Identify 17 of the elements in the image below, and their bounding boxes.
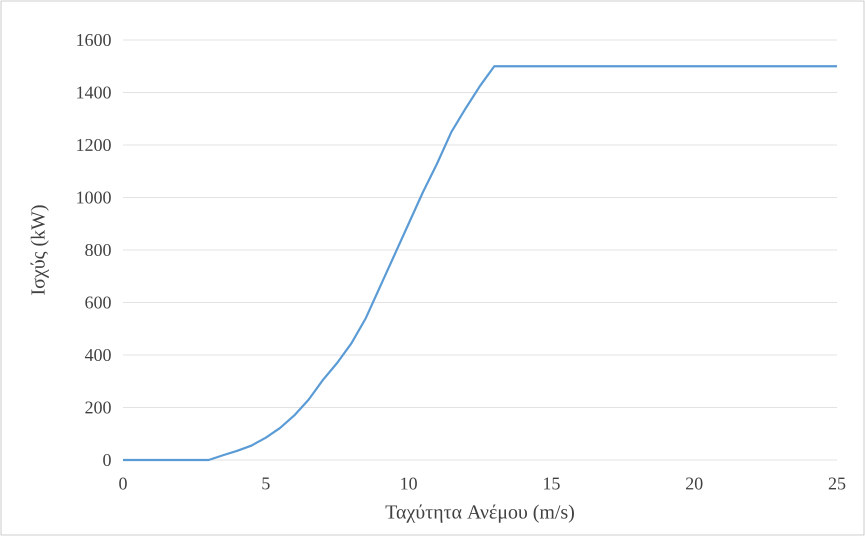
y-tick-label: 800	[85, 244, 111, 256]
x-axis-title: Ταχύτητα Ανέμου (m/s)	[386, 504, 574, 523]
y-tick-label: 200	[85, 401, 111, 414]
y-tick-label: 0	[103, 454, 111, 466]
x-tick-label: 15	[544, 478, 560, 490]
y-tick-label: 1200	[77, 138, 111, 152]
y-axis-title: Ισχύς (kW)	[30, 205, 49, 295]
x-tick-label: 10	[401, 478, 417, 490]
x-tick-label: 5	[262, 477, 270, 490]
x-tick-label: 25	[828, 478, 846, 490]
y-tick-label: 1000	[77, 191, 111, 204]
x-tick-label: 0	[119, 478, 127, 490]
y-tick-label: 400	[84, 348, 111, 362]
y-tick-label: 600	[85, 296, 111, 309]
x-tick-label: 20	[686, 478, 702, 490]
y-tick-label: 1600	[77, 34, 111, 46]
y-tick-label: 1400	[77, 86, 111, 99]
